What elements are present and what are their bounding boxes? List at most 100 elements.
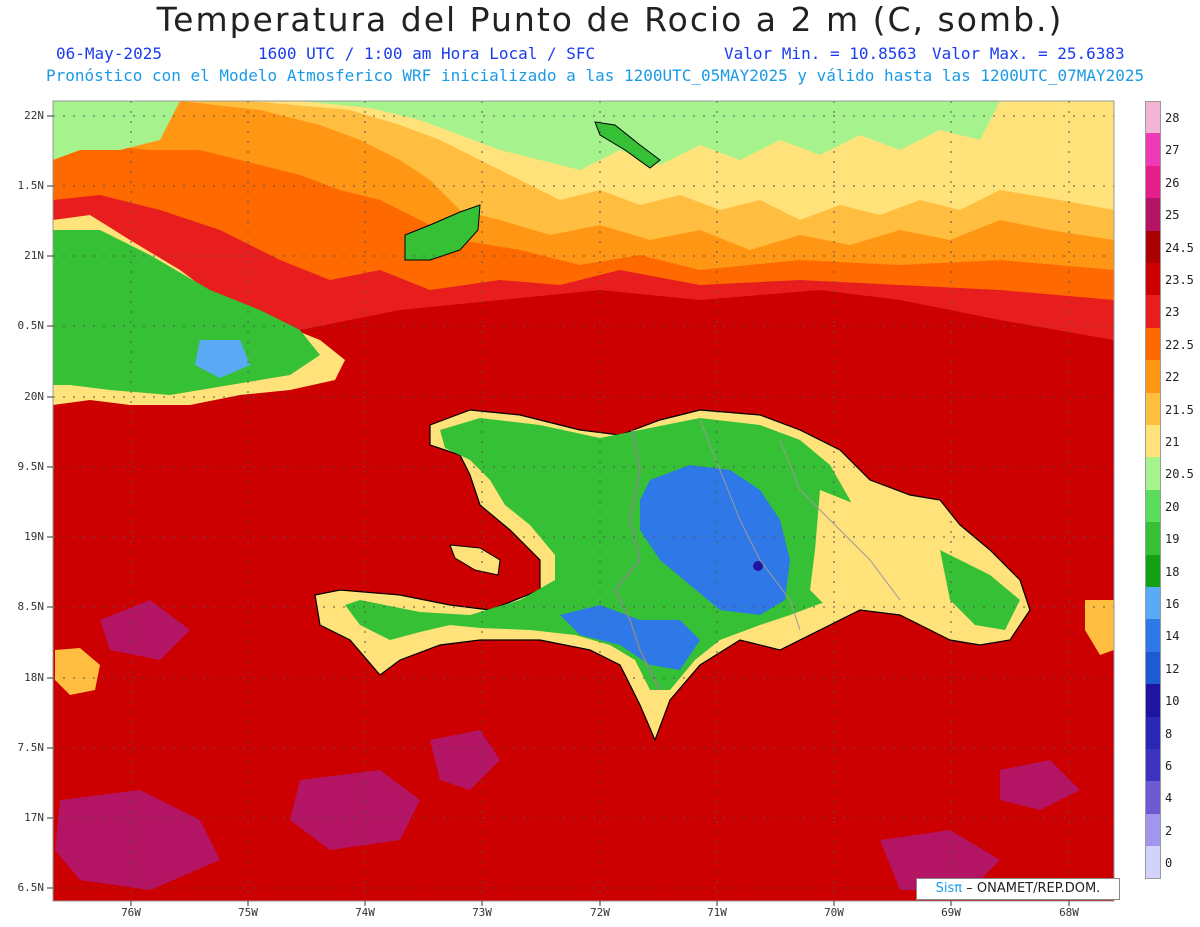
lat-label: 17N	[24, 811, 44, 824]
colorbar-label: 6	[1165, 759, 1173, 773]
colorbar-label: 21.5	[1165, 402, 1194, 417]
colorbar-swatch	[1145, 165, 1161, 199]
province-boundary	[779, 439, 901, 601]
colorbar-label: 21	[1165, 435, 1180, 449]
magenta-patch	[290, 770, 420, 850]
colorbar-label: 20	[1165, 499, 1180, 514]
colorbar-label: 19	[1165, 532, 1180, 547]
colorbar-swatch	[1145, 781, 1161, 814]
lat-label: 1.5N	[17, 179, 45, 192]
lat-label: 19N	[24, 530, 44, 543]
lon-label: 69W	[941, 906, 961, 919]
jamaica-fragment	[55, 648, 100, 695]
lat-label: 7.5N	[17, 741, 45, 754]
graticule	[53, 101, 1114, 901]
colorbar-label: 18	[1165, 564, 1180, 579]
colorbar-label: 12	[1165, 661, 1180, 676]
lon-label: 74W	[355, 906, 375, 919]
colorbar-swatch	[1145, 813, 1161, 847]
time-label: 1600 UTC / 1:00 am Hora Local / SFC	[258, 44, 596, 63]
puerto-rico-fragment	[1085, 600, 1114, 655]
lat-label: 6.5N	[17, 881, 45, 894]
colorbar-swatch	[1145, 198, 1161, 231]
colorbar-swatch	[1145, 587, 1161, 620]
colorbar-swatch	[1145, 263, 1161, 296]
colorbar-label: 22.5	[1165, 337, 1194, 352]
axis-ticks	[47, 115, 1070, 906]
colorbar-swatch	[1145, 846, 1161, 879]
map-frame	[52, 100, 1115, 902]
colorbar-label: 2	[1165, 823, 1173, 838]
lon-label: 68W	[1059, 906, 1079, 919]
min-value-label: Valor Min. = 10.8563	[724, 44, 917, 63]
colorbar-swatch	[1145, 295, 1161, 328]
sis-logo-text: Sisπ	[935, 881, 963, 896]
colorbar-swatch	[1145, 425, 1161, 458]
magenta-patch	[880, 830, 1000, 890]
magenta-patch	[430, 730, 500, 790]
magenta-patch	[100, 600, 190, 660]
colorbar-label: 10	[1165, 694, 1180, 709]
colorbar-label: 23.5	[1165, 273, 1194, 287]
colorbar-label: 26	[1165, 175, 1180, 190]
colorbar-label: 28	[1165, 111, 1180, 125]
lat-label: 21N	[24, 249, 44, 262]
forecast-info: Pronóstico con el Modelo Atmosferico WRF…	[46, 66, 1145, 85]
eastern-dr-green	[940, 550, 1020, 630]
magenta-patch	[1000, 760, 1080, 810]
colorbar-swatch	[1145, 684, 1161, 717]
lat-label: 22N	[24, 109, 44, 122]
colorbar-label: 16	[1165, 597, 1180, 611]
lat-label: 8.5N	[17, 600, 45, 613]
colorbar-label: 22	[1165, 370, 1180, 385]
colorbar-swatch	[1145, 327, 1161, 361]
lat-label: 20N	[24, 390, 44, 403]
colorbar-swatch	[1145, 651, 1161, 685]
central-cordillera-blue	[640, 465, 790, 615]
lon-label: 73W	[472, 906, 492, 919]
lon-label: 72W	[590, 906, 610, 919]
colorbar-label: 23	[1165, 305, 1180, 320]
southern-blue-patch	[560, 605, 700, 670]
colorbar-label: 14	[1165, 629, 1180, 644]
lon-label: 76W	[121, 906, 141, 919]
colorbar-swatch	[1145, 522, 1161, 555]
map-title: Temperatura del Punto de Rocio a 2 m (C,…	[156, 0, 1064, 39]
colorbar-swatch	[1145, 619, 1161, 652]
colorbar-label: 4	[1165, 791, 1173, 806]
colorbar-label: 25	[1165, 208, 1180, 223]
colorbar-swatch	[1145, 749, 1161, 782]
cuba-blue-patch	[195, 340, 250, 378]
haiti-dr-border	[614, 429, 661, 691]
colorbar-swatch	[1145, 360, 1161, 393]
colorbar-swatch	[1145, 133, 1161, 166]
colorbar-swatch	[1145, 489, 1161, 523]
colorbar-label: 27	[1165, 143, 1180, 158]
lat-label: 0.5N	[17, 319, 45, 332]
lon-label: 75W	[238, 906, 258, 919]
colorbar-label: 20.5	[1165, 467, 1194, 482]
colorbar-swatch	[1145, 554, 1161, 587]
date-label: 06-May-2025	[56, 44, 162, 63]
lon-label: 70W	[824, 906, 844, 919]
colorbar-swatch	[1145, 230, 1161, 263]
inagua-island	[404, 204, 481, 261]
colorbar-frame	[1145, 101, 1161, 879]
credit-box: Sisπ – ONAMET/REP.DOM.	[916, 878, 1120, 900]
colorbar-label: 24.5	[1165, 240, 1194, 255]
lat-label: 9.5N	[17, 460, 45, 473]
light-green-streaks	[300, 101, 1000, 170]
colorbar-label: 0	[1165, 856, 1173, 871]
credit-text: – ONAMET/REP.DOM.	[966, 881, 1101, 896]
colorbar-label: 8	[1165, 726, 1173, 741]
gonave-island	[449, 544, 501, 576]
min-point-marker	[753, 561, 763, 571]
colorbar-swatch	[1145, 101, 1161, 134]
cuba-green	[53, 230, 320, 395]
lon-label: 71W	[707, 906, 727, 919]
lat-label: 18N	[24, 671, 44, 684]
colorbar-swatch	[1145, 716, 1161, 749]
colorbar-swatch	[1145, 457, 1161, 490]
colorbar-swatch	[1145, 392, 1161, 425]
